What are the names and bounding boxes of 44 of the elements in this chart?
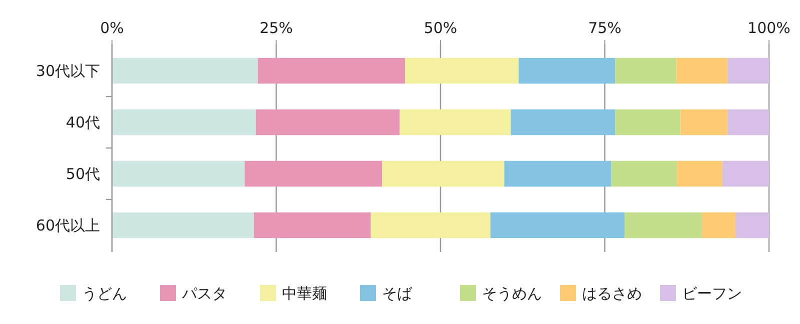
legend-label: はるさめ: [582, 284, 642, 302]
bar: [680, 109, 728, 136]
x-tick-label: 0%: [100, 19, 124, 37]
bar: [510, 109, 616, 136]
bar: [624, 212, 702, 238]
legend-label: そうめん: [482, 284, 542, 302]
bar: [112, 58, 258, 84]
bar: [400, 109, 511, 136]
bar: [112, 212, 254, 238]
bar: [728, 58, 769, 84]
bar: [370, 212, 490, 238]
bar: [735, 212, 769, 238]
x-tick-label: 75%: [588, 19, 622, 37]
legend-label: パスタ: [181, 284, 227, 302]
bar: [254, 212, 371, 238]
bar: [702, 212, 736, 238]
bar: [244, 160, 382, 187]
bar: [518, 58, 616, 84]
x-tick-label: 50%: [424, 19, 458, 37]
bar: [677, 160, 722, 187]
bar: [258, 58, 406, 84]
bar: [112, 109, 256, 136]
bar: [728, 109, 769, 136]
bar: [490, 212, 624, 238]
bar: [256, 109, 400, 136]
x-tick-label: 25%: [260, 19, 293, 37]
bar: [504, 160, 612, 187]
y-tick-label: 30代以下: [36, 62, 100, 80]
legend-label: うどん: [82, 284, 127, 302]
bar: [615, 58, 676, 84]
x-tick-label: 100%: [748, 19, 790, 37]
bar: [112, 160, 245, 187]
y-tick-label: 40代: [66, 114, 100, 132]
bar: [382, 160, 504, 187]
bar: [611, 160, 678, 187]
bar: [676, 58, 728, 84]
legend-label: 中華麺: [282, 284, 327, 302]
bar: [615, 109, 680, 136]
legend-label: そば: [382, 284, 413, 302]
legend-label: ビーフン: [682, 284, 742, 302]
bar: [722, 160, 769, 187]
y-tick-label: 60代以上: [36, 216, 100, 234]
bar: [405, 58, 519, 84]
y-tick-label: 50代: [66, 164, 100, 183]
